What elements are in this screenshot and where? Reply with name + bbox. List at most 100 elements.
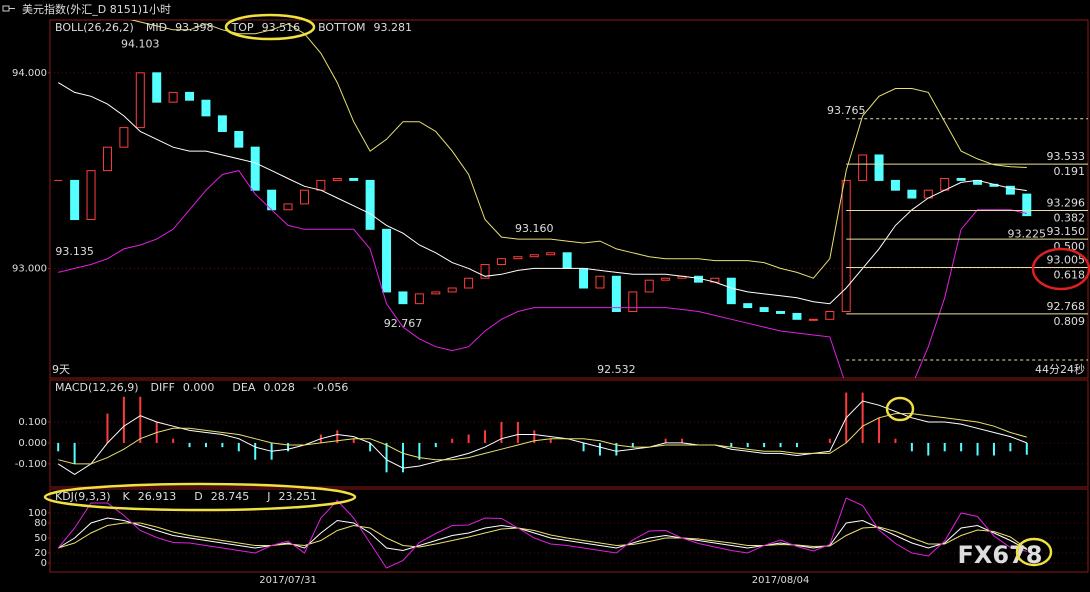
candle (152, 72, 162, 103)
candle (332, 177, 342, 181)
candle (185, 91, 195, 101)
indicator-line (129, 20, 1027, 279)
candle (611, 275, 621, 312)
candle (398, 291, 408, 305)
candle (841, 179, 851, 312)
panel-frame (49, 488, 1089, 573)
panel-frame (49, 19, 1089, 379)
candle (595, 275, 605, 289)
candle (874, 154, 884, 181)
header-text: 93.281 (373, 21, 412, 34)
y-tick-label: -0.100 (15, 459, 47, 470)
candle (808, 318, 818, 321)
candle (1022, 193, 1032, 217)
header-text: 28.745 (211, 490, 250, 503)
header-text: MACD(12,26,9) (55, 381, 139, 394)
fib-ratio-label: 0.500 (1054, 240, 1086, 253)
header-text: -0.056 (313, 381, 348, 394)
candle (743, 303, 753, 309)
y-tick-label: 80 (34, 518, 47, 529)
header-text: D (194, 490, 202, 503)
header-text: BOTTOM (318, 21, 365, 34)
candle (431, 291, 441, 295)
candle (776, 310, 786, 314)
candle (382, 228, 392, 293)
fib-ratio-label: 0.191 (1054, 165, 1086, 178)
highlight-circle (224, 13, 316, 41)
header-text: KDJ(9,3,3) (55, 490, 111, 503)
candle (562, 252, 572, 269)
fib-value-label: 93.296 (1047, 197, 1086, 210)
candle (1005, 185, 1015, 195)
candle (168, 91, 178, 103)
fib-ratio-label: 0.809 (1054, 315, 1086, 328)
candle (825, 310, 835, 320)
window-icon (2, 5, 15, 12)
candle (726, 277, 736, 305)
candle (414, 293, 424, 305)
candle (201, 99, 211, 117)
indicator-line (57, 517, 1028, 552)
candle (513, 256, 523, 260)
indicator-line (57, 400, 1027, 475)
candle (546, 252, 556, 256)
price-annotation: 94.103 (121, 38, 160, 51)
candle (661, 277, 671, 281)
indicator-line (57, 497, 1027, 569)
candle (579, 267, 589, 289)
candle (480, 264, 490, 279)
y-tick-label: 0.100 (18, 417, 47, 428)
candle (217, 115, 227, 133)
price-annotation: 92.767 (384, 317, 423, 330)
fib-ratio-label: 0.618 (1054, 268, 1086, 281)
candle (86, 170, 96, 221)
panel-frame (49, 379, 1089, 488)
candle (956, 177, 966, 181)
header-text: DIFF (151, 381, 175, 394)
indicator-line (58, 413, 1027, 465)
candle (644, 279, 654, 293)
candle (890, 179, 900, 191)
candle (283, 203, 293, 211)
y-tick-label: 20 (34, 548, 47, 559)
header-text: 0.000 (183, 381, 215, 394)
candle (464, 277, 474, 289)
header-text: MID (146, 21, 167, 34)
candle (70, 179, 80, 221)
header-text: K (123, 490, 131, 503)
period-label: 9天 (52, 363, 70, 376)
highlight-circle (885, 396, 915, 422)
x-tick-label: 2017/07/31 (259, 575, 317, 586)
title-bar (0, 0, 1090, 18)
header-text: DEA (232, 381, 255, 394)
indicator-line (57, 82, 1027, 305)
candle (365, 179, 375, 230)
fib-ratio-label: 0.382 (1054, 212, 1086, 225)
candle (858, 154, 868, 181)
y-tick-label: 94.000 (12, 68, 47, 79)
plot-area (50, 497, 1088, 569)
candle (628, 291, 638, 312)
header-text: 93.516 (262, 21, 301, 34)
header-text: TOP (231, 21, 254, 34)
header-text: 23.251 (278, 490, 317, 503)
candle (447, 287, 457, 293)
candle (907, 189, 917, 199)
highlight-circle (43, 482, 357, 512)
y-tick-label: 0 (41, 558, 47, 569)
y-tick-label: 0.000 (18, 438, 47, 449)
indicator-line (58, 170, 1027, 378)
candle (759, 307, 769, 312)
candle (299, 189, 309, 205)
price-annotation: 92.532 (597, 363, 636, 376)
price-annotation: 93.765 (827, 104, 866, 117)
header-text: 93.398 (175, 21, 214, 34)
price-annotation: 93.160 (515, 222, 554, 235)
header-text: BOLL(26,26,2) (55, 21, 134, 34)
header-text: J (266, 490, 270, 503)
x-tick-label: 2017/08/04 (752, 575, 810, 586)
fib-value-label: 93.150 (1047, 225, 1086, 238)
header-text: 0.028 (263, 381, 295, 394)
